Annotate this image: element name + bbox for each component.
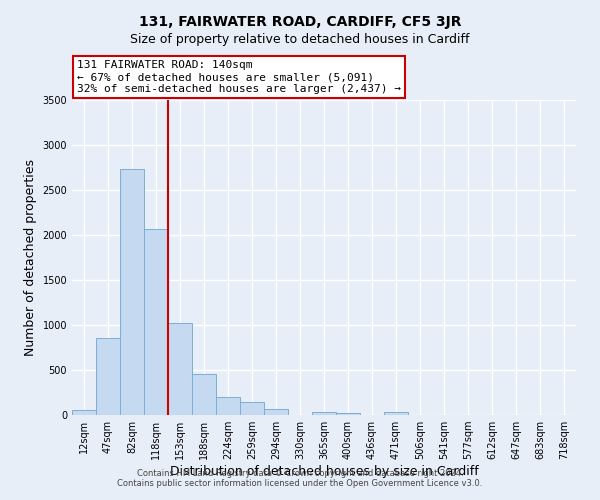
Text: Size of property relative to detached houses in Cardiff: Size of property relative to detached ho…	[130, 32, 470, 46]
Bar	[240, 402, 264, 415]
Text: Contains public sector information licensed under the Open Government Licence v3: Contains public sector information licen…	[118, 478, 482, 488]
Y-axis label: Number of detached properties: Number of detached properties	[24, 159, 37, 356]
Bar	[96, 338, 120, 415]
Bar	[72, 410, 96, 415]
Bar	[168, 323, 192, 415]
Bar	[216, 396, 240, 415]
Bar	[192, 374, 216, 415]
Bar	[312, 412, 336, 415]
Bar	[144, 228, 168, 415]
Bar	[384, 412, 408, 415]
Text: 131, FAIRWATER ROAD, CARDIFF, CF5 3JR: 131, FAIRWATER ROAD, CARDIFF, CF5 3JR	[139, 15, 461, 29]
Text: Contains HM Land Registry data © Crown copyright and database right 2024.: Contains HM Land Registry data © Crown c…	[137, 468, 463, 477]
Bar	[120, 170, 144, 415]
X-axis label: Distribution of detached houses by size in Cardiff: Distribution of detached houses by size …	[170, 465, 478, 478]
Bar	[336, 413, 360, 415]
Text: 131 FAIRWATER ROAD: 140sqm
← 67% of detached houses are smaller (5,091)
32% of s: 131 FAIRWATER ROAD: 140sqm ← 67% of deta…	[77, 60, 401, 94]
Bar	[264, 409, 288, 415]
